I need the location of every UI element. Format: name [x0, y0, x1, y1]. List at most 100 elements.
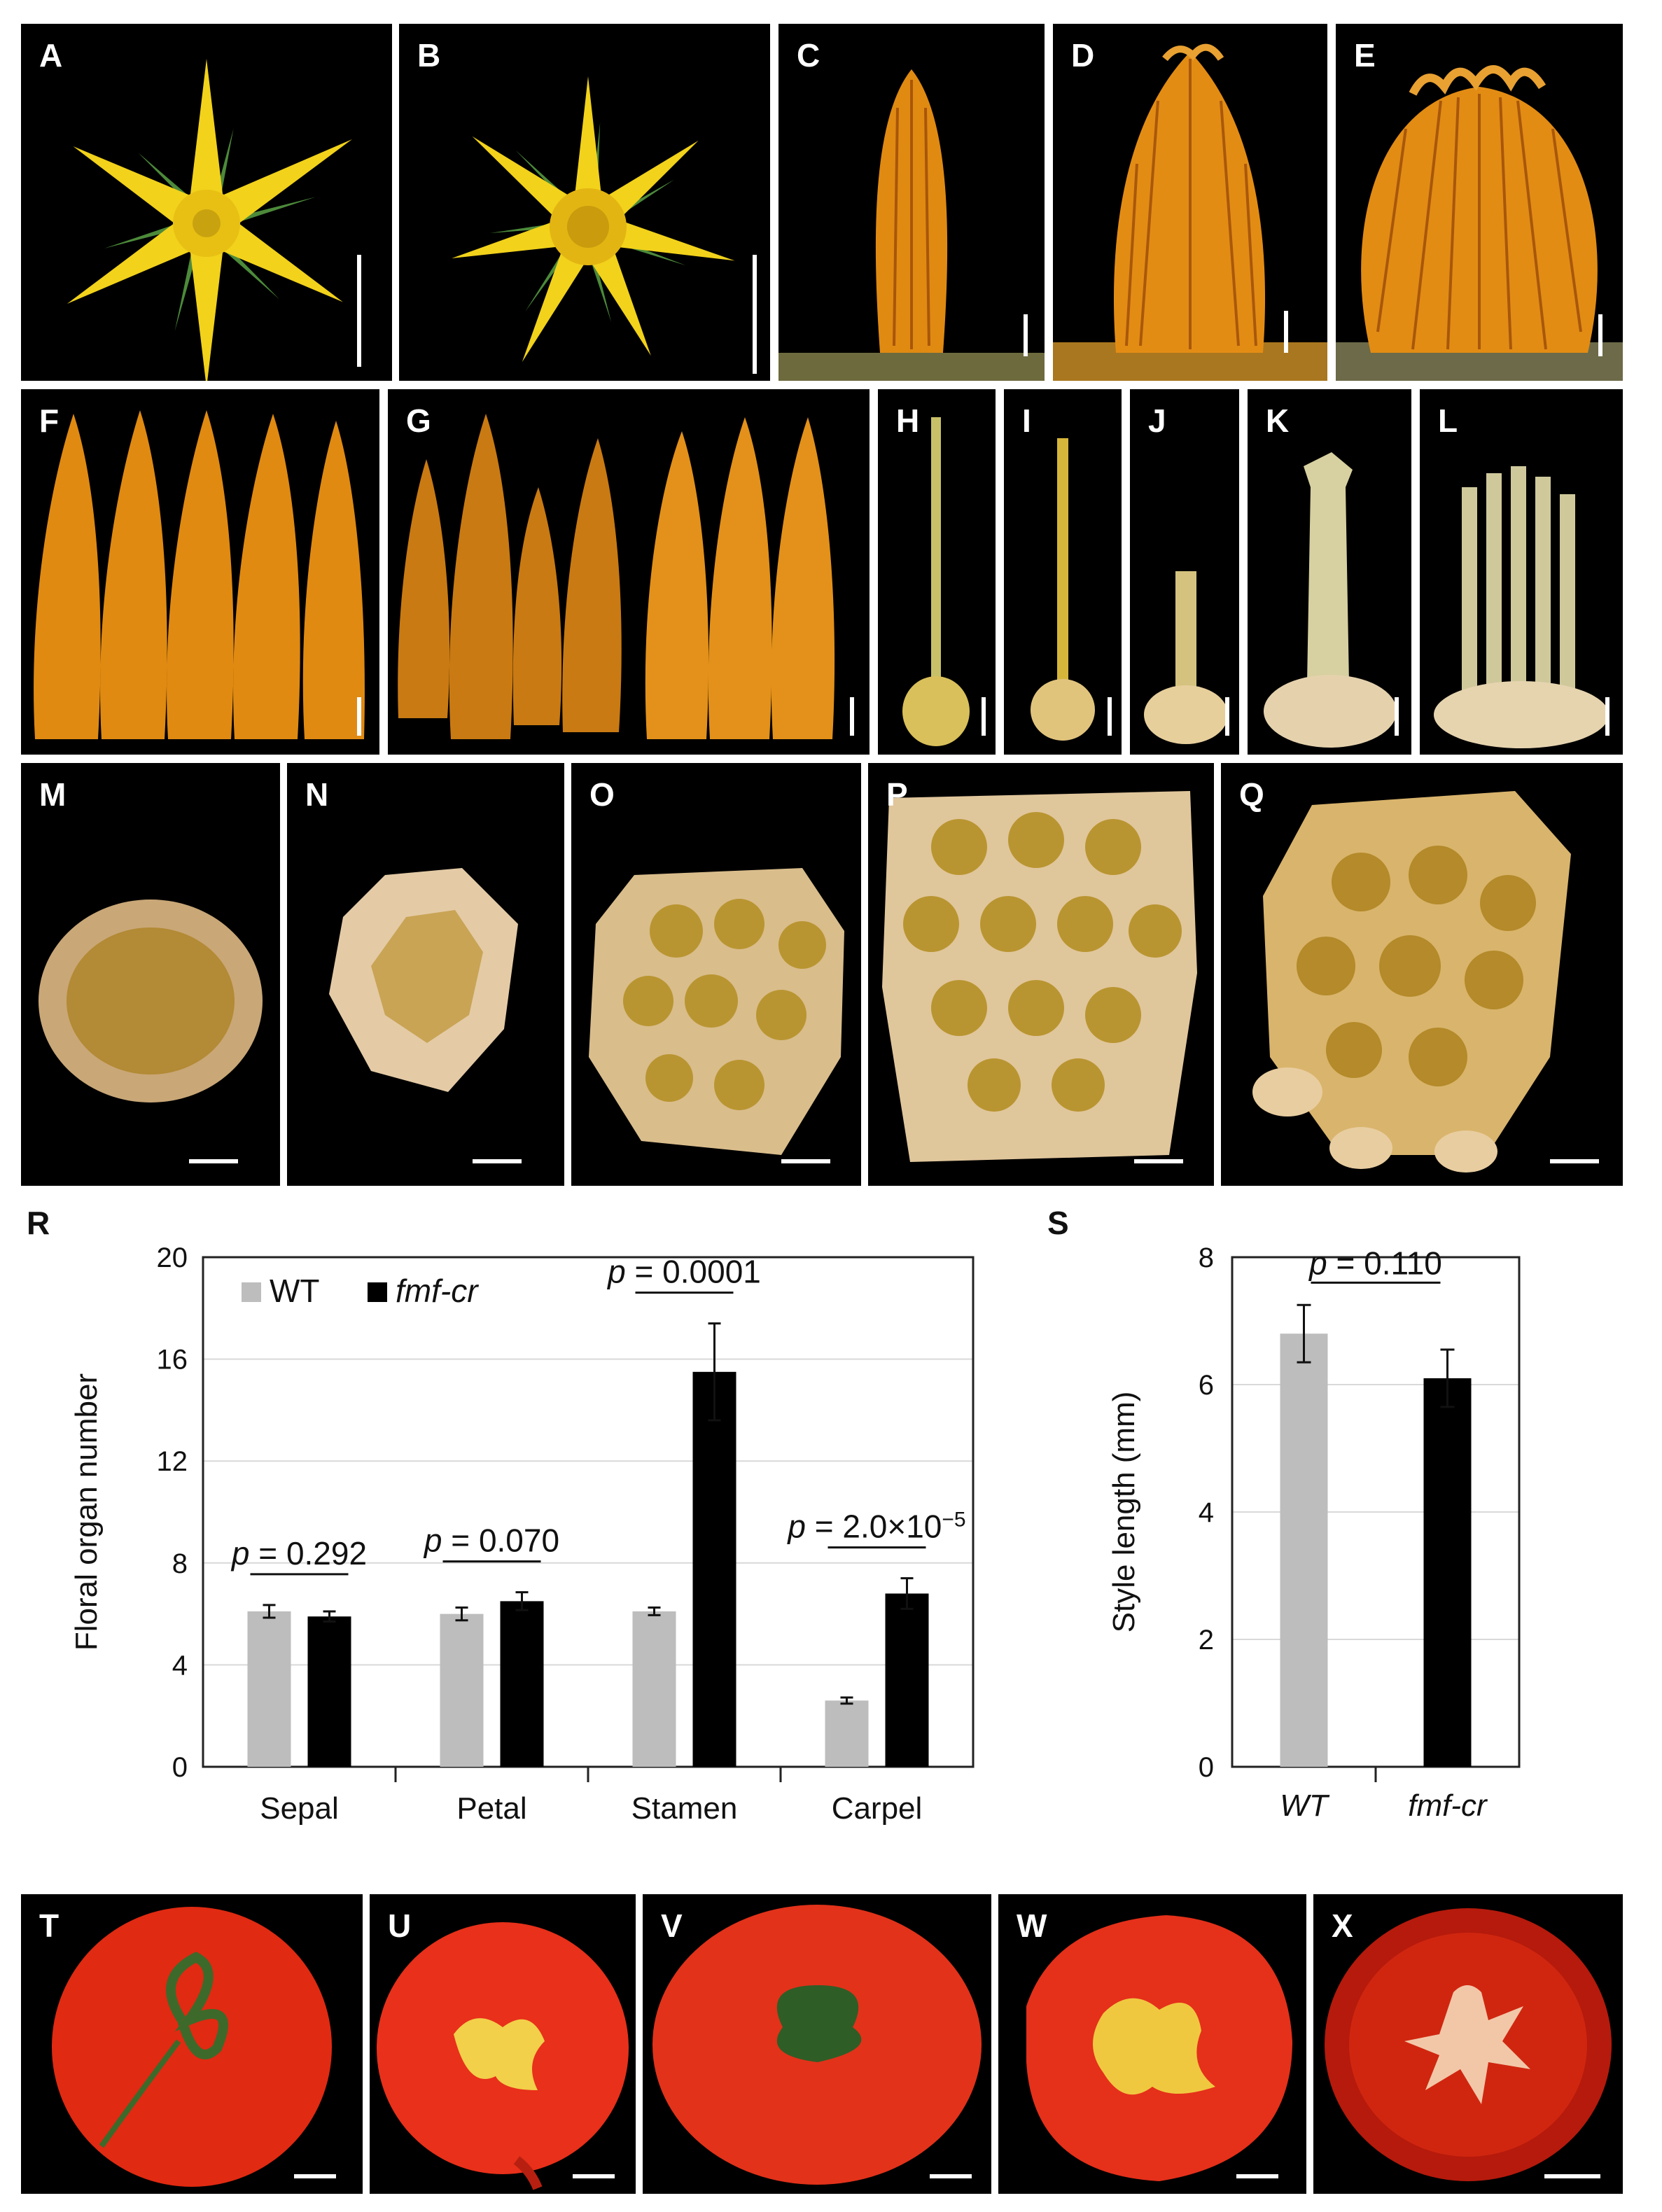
x-category-label: Petal [456, 1791, 526, 1826]
stamens-wt-image [34, 410, 365, 739]
panel-x-fruit-section: X [1313, 1894, 1623, 2194]
p-value-label: p = 0.110 [1308, 1245, 1442, 1281]
bar-fmf-cr [500, 1601, 544, 1767]
scale-bar [357, 697, 361, 736]
panel-label-t: T [39, 1907, 60, 1944]
legend-label-wt: WT [270, 1273, 320, 1309]
flower-wt-image [67, 59, 352, 381]
stamens-mutant-image [398, 414, 835, 739]
panel-label-a: A [39, 37, 63, 74]
bar-WT [247, 1611, 291, 1767]
bar-fmf-cr [307, 1616, 351, 1767]
x-category-label: Stamen [631, 1791, 738, 1826]
y-tick-label: 20 [157, 1242, 188, 1273]
panel-u-wt-fruit-section: U [370, 1894, 636, 2194]
ovary-section-wt-image [329, 868, 518, 1092]
panel-label-p: P [886, 776, 908, 813]
x-category-label: Carpel [832, 1791, 923, 1826]
y-tick-label: 8 [172, 1548, 188, 1579]
bar-WT [1280, 1334, 1328, 1767]
scale-bar [1108, 697, 1112, 736]
panel-a-wt-flower: A [21, 24, 392, 381]
panel-m-wt-cross-section: M [21, 763, 280, 1186]
fruit-wt-image [52, 1907, 332, 2187]
panel-label-l: L [1438, 402, 1458, 439]
scale-bar [1024, 314, 1028, 356]
y-tick-label: 8 [1199, 1242, 1214, 1273]
panel-h-wt-carpel: H [878, 389, 996, 755]
scale-bar [189, 1159, 238, 1163]
bar-WT [440, 1614, 484, 1767]
scale-bar [1395, 697, 1399, 736]
panel-j-mutant-carpel: J [1130, 389, 1239, 755]
scale-bar [1605, 697, 1609, 736]
panel-label-v: V [661, 1907, 683, 1944]
bar-fmf-cr [885, 1593, 929, 1767]
fruit-section-mutant-image [1026, 1915, 1292, 2181]
panel-label-o: O [589, 776, 615, 813]
chart-legend: WT fmf-cr [242, 1273, 479, 1309]
panel-o-mutant-cross-section: O [571, 763, 861, 1186]
scale-bar [1134, 1159, 1183, 1163]
legend-label-fmf-cr: fmf-cr [396, 1273, 479, 1309]
panel-label-c: C [797, 37, 820, 74]
panel-label-q: Q [1239, 776, 1264, 813]
legend-swatch-wt [242, 1282, 261, 1302]
chart-style-length: 0 2 4 6 8 WT fmf-cr p = 0.110 Style length (mm) [1107, 1242, 1521, 1823]
chart-label-r: R [27, 1205, 50, 1241]
y-tick-label: 2 [1199, 1625, 1214, 1656]
panel-w-mutant-fruit-section: W [998, 1894, 1306, 2194]
scale-bar [930, 2174, 972, 2178]
y-tick-label: 0 [172, 1752, 188, 1783]
ovary-section-mutant-image [589, 868, 844, 1155]
ovary-section-mutant-image [882, 791, 1197, 1162]
panel-c-wt-bud: C [778, 24, 1045, 381]
y-tick-label: 12 [157, 1446, 188, 1477]
panel-p-mutant-cross-section: P [868, 763, 1214, 1186]
panel-label-i: I [1022, 402, 1031, 439]
panel-label-k: K [1266, 402, 1290, 439]
panel-f-wt-stamens: F [21, 389, 379, 755]
carpel-wt-image [902, 417, 970, 746]
scale-bar [1598, 314, 1602, 356]
y-tick-label: 4 [1199, 1497, 1214, 1528]
x-category-label: WT [1280, 1788, 1330, 1823]
scale-bar [1236, 2174, 1278, 2178]
fruit-section-wt-image [377, 1922, 629, 2190]
ovary-section-mutant-image [1252, 791, 1571, 1172]
panel-label-e: E [1354, 37, 1376, 74]
panel-v-mutant-fruit: V [643, 1894, 991, 2194]
panel-e-mutant-bud: E [1336, 24, 1623, 381]
p-value-label: p = 2.0×10−5 [786, 1508, 965, 1545]
flower-mutant-image [452, 76, 735, 363]
scale-bar [573, 2174, 615, 2178]
y-tick-label: 6 [1199, 1370, 1214, 1401]
scale-bar [850, 697, 854, 736]
ovary-section-wt-image [39, 899, 263, 1102]
panel-label-b: B [417, 37, 441, 74]
panel-q-mutant-cross-section: Q [1221, 763, 1623, 1186]
panel-label-w: W [1017, 1907, 1047, 1944]
panel-label-m: M [39, 776, 67, 813]
bar-fmf-cr [692, 1371, 736, 1767]
p-value-label: p = 0.0001 [606, 1254, 761, 1290]
panel-b-mutant-flower: B [399, 24, 770, 381]
y-tick-label: 16 [157, 1345, 188, 1376]
panel-label-n: N [305, 776, 329, 813]
scale-bar [1544, 2174, 1600, 2178]
panel-t-wt-fruit: T [21, 1894, 363, 2194]
scale-bar [982, 697, 986, 736]
y-tick-label: 4 [172, 1650, 188, 1681]
legend-swatch-fmf-cr [368, 1282, 387, 1302]
panel-label-x: X [1332, 1907, 1353, 1944]
scale-bar [294, 2174, 336, 2178]
carpel-mutant-image [1144, 571, 1228, 744]
panel-g-mutant-stamens: G [388, 389, 870, 755]
scale-bar [1550, 1159, 1599, 1163]
panel-i-mutant-carpel: I [1004, 389, 1122, 755]
scale-bar [753, 255, 757, 374]
panel-label-j: J [1148, 402, 1166, 439]
bud-mutant-image [1053, 43, 1327, 381]
panel-label-u: U [388, 1907, 412, 1944]
panel-label-g: G [406, 402, 431, 439]
